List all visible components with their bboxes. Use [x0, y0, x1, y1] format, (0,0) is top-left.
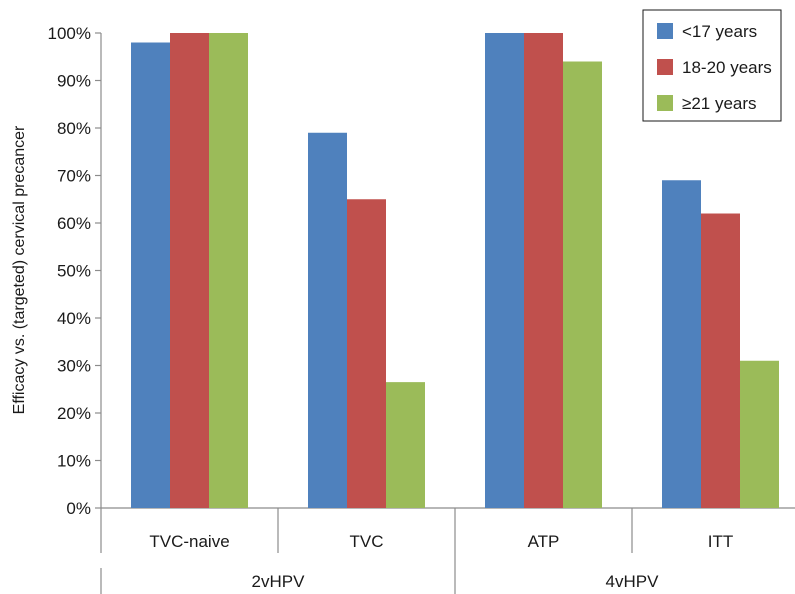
- bars: [131, 33, 779, 508]
- bar: [170, 33, 209, 508]
- bar: [740, 360, 779, 508]
- y-tick-label: 30%: [57, 357, 91, 376]
- y-tick-label: 90%: [57, 72, 91, 91]
- legend-swatch: [657, 95, 673, 111]
- bar: [563, 61, 602, 508]
- y-tick-label: 80%: [57, 119, 91, 138]
- y-tick-label: 10%: [57, 452, 91, 471]
- x-category-label: ITT: [708, 532, 734, 551]
- y-tick-label: 60%: [57, 214, 91, 233]
- legend-label: ≥21 years: [682, 94, 757, 113]
- y-tick-label: 70%: [57, 167, 91, 186]
- y-axis-ticks: 0% 10% 20% 30% 40% 50% 60% 70% 80% 90% 100%: [48, 24, 101, 518]
- x-group-label: 2vHPV: [252, 572, 306, 591]
- x-category-label: TVC: [350, 532, 384, 551]
- legend: <17 years 18-20 years ≥21 years: [642, 9, 782, 122]
- y-tick-label: 100%: [48, 24, 91, 43]
- y-tick-label: 0%: [66, 499, 91, 518]
- legend-swatch: [657, 23, 673, 39]
- legend-label: 18-20 years: [682, 58, 772, 77]
- bar: [308, 132, 347, 508]
- bar: [131, 42, 170, 508]
- y-tick-label: 20%: [57, 404, 91, 423]
- legend-swatch: [657, 59, 673, 75]
- x-axis-labels: TVC-naive TVC ATP ITT 2vHPV 4vHPV: [100, 508, 734, 594]
- bar: [701, 213, 740, 508]
- bar: [209, 33, 248, 508]
- y-tick-label: 50%: [57, 262, 91, 281]
- y-tick-label: 40%: [57, 309, 91, 328]
- x-group-label: 4vHPV: [606, 572, 660, 591]
- bar: [485, 33, 524, 508]
- bar: [347, 199, 386, 508]
- bar: [524, 33, 563, 508]
- y-axis-label-group: Efficacy vs. (targeted) cervical precanc…: [11, 125, 28, 414]
- x-category-label: TVC-naive: [149, 532, 229, 551]
- bar: [386, 382, 425, 508]
- bar: [662, 180, 701, 508]
- y-axis-label: Efficacy vs. (targeted) cervical precanc…: [11, 125, 28, 414]
- legend-label: <17 years: [682, 22, 757, 41]
- x-category-label: ATP: [528, 532, 560, 551]
